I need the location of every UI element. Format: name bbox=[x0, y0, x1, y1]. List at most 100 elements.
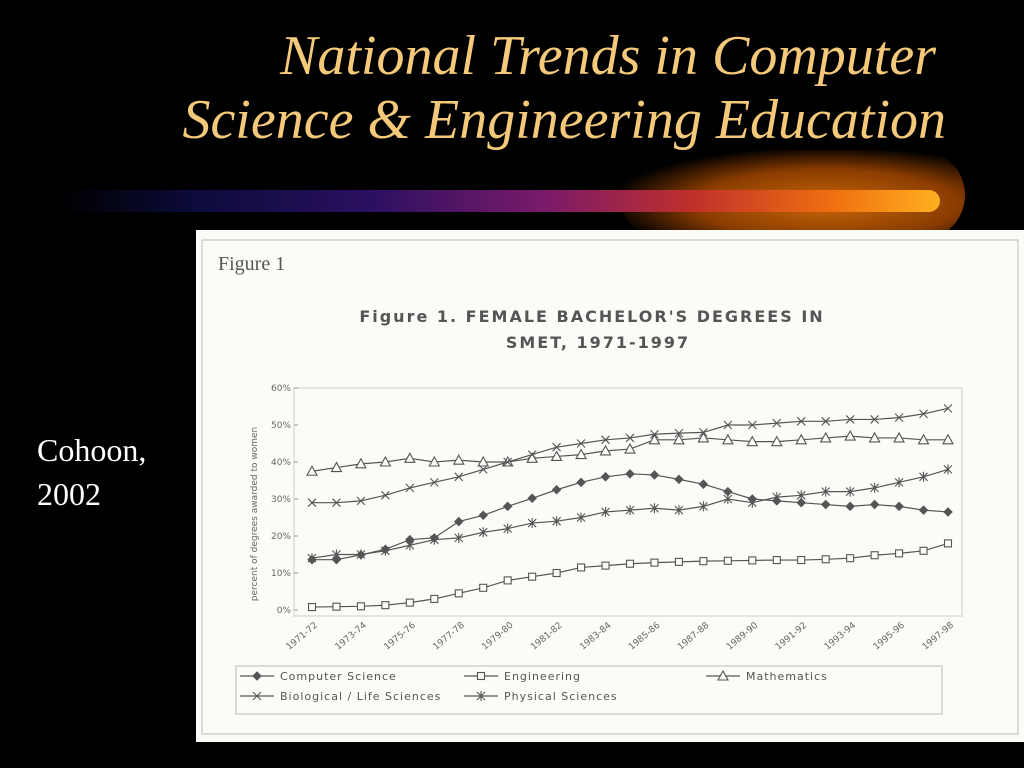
data-point-physical-sciences bbox=[698, 501, 708, 512]
data-point-physical-sciences bbox=[332, 549, 341, 560]
figure-border bbox=[201, 239, 1019, 735]
data-point-engineering bbox=[479, 583, 488, 592]
chart-title-line-2: SMET, 1971-1997 bbox=[506, 333, 690, 352]
line-chart: Figure 1 Figure 1. FEMALE BACHELOR'S DEG… bbox=[201, 239, 1019, 735]
series-physical-sciences bbox=[307, 464, 953, 564]
data-point-computer-science bbox=[502, 501, 513, 512]
data-point-mathematics bbox=[477, 455, 490, 467]
legend-item-physical-sciences: Physical Sciences bbox=[464, 690, 617, 703]
legend-marker bbox=[252, 691, 262, 701]
data-point-computer-science bbox=[943, 507, 953, 517]
data-point-mathematics bbox=[697, 431, 710, 443]
legend: Computer Science Engineering Mathematics Bi… bbox=[240, 669, 827, 703]
data-point-computer-science bbox=[576, 477, 586, 488]
data-point-biological-life-sciences bbox=[552, 442, 562, 452]
data-point-physical-sciences bbox=[870, 482, 880, 493]
slide-title-line-1: National Trends in Computer bbox=[279, 25, 936, 87]
data-point-mathematics bbox=[795, 433, 808, 445]
series-mathematics bbox=[306, 429, 954, 476]
data-point-mathematics bbox=[844, 429, 857, 441]
citation-author: Cohoon, bbox=[37, 432, 147, 468]
series-line-computer-science bbox=[312, 473, 949, 561]
data-point-physical-sciences bbox=[454, 532, 464, 543]
data-point-mathematics bbox=[672, 433, 685, 445]
figure-label: Figure 1 bbox=[218, 253, 285, 275]
data-point-engineering bbox=[454, 589, 463, 598]
data-point-mathematics bbox=[403, 452, 416, 463]
legend-marker bbox=[717, 669, 729, 681]
data-point-engineering bbox=[528, 572, 537, 581]
data-point-biological-life-sciences bbox=[919, 409, 928, 419]
legend-marker bbox=[476, 671, 486, 681]
data-point-biological-life-sciences bbox=[772, 418, 782, 428]
y-axis: 0% 10% 20% 30% 40% 50% 60% bbox=[271, 384, 298, 616]
data-point-engineering bbox=[332, 602, 341, 611]
figure-panel: Figure 1 Figure 1. FEMALE BACHELOR'S DEG… bbox=[196, 230, 1024, 742]
x-tick-label: 1977-78 bbox=[431, 620, 466, 652]
y-tick-label: 10% bbox=[271, 569, 291, 579]
data-point-engineering bbox=[625, 559, 635, 568]
data-point-biological-life-sciences bbox=[405, 483, 415, 493]
data-point-engineering bbox=[381, 601, 390, 610]
data-point-computer-science bbox=[478, 510, 489, 521]
y-tick-label: 20% bbox=[271, 532, 291, 542]
data-point-mathematics bbox=[893, 431, 906, 443]
data-point-biological-life-sciences bbox=[332, 498, 341, 508]
x-tick-label: 1997-98 bbox=[921, 620, 956, 652]
data-point-computer-science bbox=[551, 484, 562, 495]
data-point-biological-life-sciences bbox=[723, 420, 733, 430]
data-point-biological-life-sciences bbox=[429, 477, 439, 487]
legend-label: Computer Science bbox=[280, 670, 397, 683]
slide-title: National Trends in Computer Science & En… bbox=[36, 24, 946, 152]
data-point-engineering bbox=[699, 557, 708, 566]
data-point-mathematics bbox=[721, 433, 734, 445]
data-point-engineering bbox=[870, 551, 879, 560]
x-tick-label: 1983-84 bbox=[578, 620, 613, 652]
data-point-biological-life-sciences bbox=[943, 403, 953, 413]
data-point-biological-life-sciences bbox=[454, 472, 464, 482]
y-tick-label: 60% bbox=[271, 384, 291, 394]
x-tick-label: 1973-74 bbox=[334, 620, 369, 652]
data-point-physical-sciences bbox=[650, 503, 659, 514]
series-layer bbox=[306, 403, 954, 612]
data-point-physical-sciences bbox=[380, 545, 390, 556]
data-point-physical-sciences bbox=[576, 512, 586, 523]
data-point-engineering bbox=[919, 546, 928, 555]
data-point-engineering bbox=[723, 556, 732, 565]
data-point-biological-life-sciences bbox=[698, 428, 708, 437]
data-point-computer-science bbox=[527, 493, 537, 504]
data-point-mathematics bbox=[648, 433, 661, 445]
x-tick-label: 1979-80 bbox=[480, 620, 515, 652]
data-point-engineering bbox=[895, 549, 904, 558]
data-point-mathematics bbox=[770, 435, 783, 447]
x-tick-label: 1995-96 bbox=[872, 620, 907, 652]
data-point-computer-science bbox=[331, 554, 342, 565]
citation-year: 2002 bbox=[37, 476, 101, 512]
data-point-biological-life-sciences bbox=[821, 416, 831, 426]
plot-frame bbox=[293, 387, 963, 617]
data-point-biological-life-sciences bbox=[650, 429, 659, 439]
data-point-physical-sciences bbox=[943, 464, 953, 475]
data-point-engineering bbox=[307, 602, 317, 612]
data-point-biological-life-sciences bbox=[356, 496, 366, 506]
data-point-mathematics bbox=[379, 455, 392, 467]
data-point-physical-sciences bbox=[845, 486, 855, 497]
data-point-engineering bbox=[943, 539, 953, 548]
data-point-mathematics bbox=[868, 431, 881, 443]
data-point-physical-sciences bbox=[919, 471, 928, 482]
data-point-physical-sciences bbox=[723, 494, 733, 504]
data-point-engineering bbox=[577, 563, 586, 572]
data-point-engineering bbox=[846, 554, 855, 563]
data-point-biological-life-sciences bbox=[527, 450, 537, 459]
data-point-physical-sciences bbox=[796, 490, 806, 501]
legend-label: Biological / Life Sciences bbox=[280, 690, 441, 703]
data-point-mathematics bbox=[330, 461, 343, 473]
y-tick-label: 40% bbox=[271, 458, 291, 468]
data-point-mathematics bbox=[575, 448, 588, 460]
data-point-biological-life-sciences bbox=[503, 457, 513, 467]
data-point-engineering bbox=[772, 555, 781, 565]
legend-item-engineering: Engineering bbox=[464, 670, 580, 683]
data-point-physical-sciences bbox=[552, 516, 562, 527]
legend-box bbox=[235, 665, 943, 715]
data-point-physical-sciences bbox=[747, 497, 757, 508]
